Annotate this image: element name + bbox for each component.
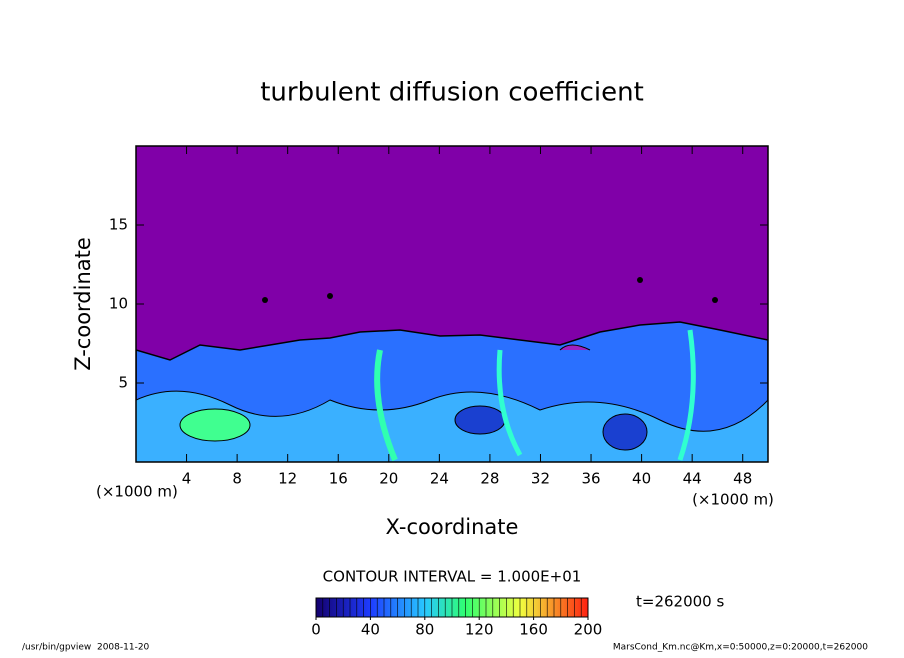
y-tick-label: 5: [118, 374, 128, 392]
x-tick-label: 20: [379, 470, 398, 488]
footer-left: /usr/bin/gpview 2008-11-20: [22, 643, 150, 653]
colorbar-tick-label: 120: [465, 621, 494, 639]
x-tick-label: 24: [430, 470, 449, 488]
colorbar-tick-label: 80: [415, 621, 434, 639]
y-axis-label: Z-coordinate: [71, 237, 95, 371]
y-tick-label: 15: [109, 216, 128, 234]
x-tick-label: 4: [182, 470, 192, 488]
x-tick-label: 48: [733, 470, 752, 488]
chart-title: turbulent diffusion coefficient: [260, 78, 644, 108]
x-tick-label: 16: [329, 470, 348, 488]
x-tick-label: 36: [581, 470, 600, 488]
x-unit-label: (×1000 m): [692, 491, 774, 509]
x-tick-label: 8: [232, 470, 242, 488]
colorbar-tick-label: 0: [311, 621, 321, 639]
contour-interval: CONTOUR INTERVAL = 1.000E+01: [323, 568, 582, 586]
x-tick-label: 40: [632, 470, 651, 488]
x-tick-label: 44: [683, 470, 702, 488]
x-tick-label: 12: [278, 470, 297, 488]
y-tick-label: 10: [109, 295, 128, 313]
time-label: t=262000 s: [636, 593, 724, 611]
footer-right: MarsCond_Km.nc@Km,x=0:50000,z=0:20000,t=…: [613, 643, 868, 653]
x-tick-label: 32: [531, 470, 550, 488]
colorbar-tick-label: 40: [361, 621, 380, 639]
colorbar-tick-label: 160: [519, 621, 548, 639]
x-unit-label-left: (×1000 m): [96, 483, 178, 501]
x-tick-label: 28: [480, 470, 499, 488]
contour-field: [136, 146, 768, 462]
colorbar-tick-label: 200: [574, 621, 603, 639]
x-axis-label: X-coordinate: [386, 515, 519, 539]
